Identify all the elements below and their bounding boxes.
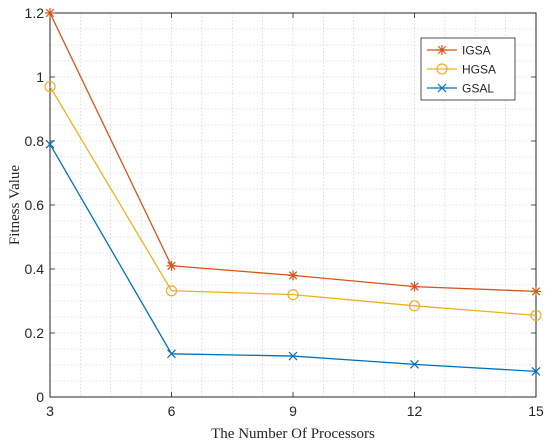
data-point-hgsa — [44, 80, 56, 93]
legend-marker-igsa — [437, 45, 447, 55]
data-point-hgsa — [530, 309, 542, 321]
legend-item-hgsa: HGSA — [427, 63, 496, 77]
x-axis-title: The Number Of Processors — [211, 426, 375, 442]
data-point-gsal — [288, 351, 298, 361]
data-point-hgsa — [165, 285, 178, 297]
y-tick-label: 1.2 — [25, 5, 45, 21]
data-point-igsa — [531, 286, 541, 297]
data-point-hgsa — [408, 300, 421, 312]
legend-marker-hgsa — [436, 63, 448, 75]
x-tick-label: 3 — [46, 403, 54, 419]
data-point-igsa — [166, 260, 177, 271]
legend-item-gsal: GSAL — [427, 82, 494, 96]
data-point-hgsa — [287, 289, 299, 301]
y-tick-label: 0 — [36, 389, 44, 405]
legend-marker-gsal — [437, 83, 447, 93]
y-axis-title: Fitness Value — [7, 165, 23, 245]
data-point-igsa — [409, 281, 420, 292]
data-point-gsal — [45, 139, 55, 149]
data-point-gsal — [167, 349, 176, 359]
y-tick-label: 0.4 — [25, 261, 45, 277]
series-lines — [44, 8, 542, 376]
y-tick-labels: 0 0.2 0.4 0.6 0.8 1 1.2 — [25, 5, 45, 405]
legend-label-hgsa: HGSA — [462, 63, 496, 77]
y-tick-label: 0.2 — [25, 325, 45, 341]
data-point-igsa — [288, 270, 298, 281]
y-tick-label: 1 — [36, 69, 44, 85]
data-point-gsal — [410, 359, 419, 369]
data-point-gsal — [531, 366, 541, 376]
x-tick-label: 12 — [407, 403, 423, 419]
x-tick-label: 9 — [289, 403, 297, 419]
legend-label-igsa: IGSA — [462, 44, 491, 58]
legend: IGSA HGSA GSAL — [420, 37, 516, 101]
y-tick-label: 0.8 — [25, 133, 45, 149]
x-tick-labels: 3 6 9 12 15 — [46, 403, 544, 419]
legend-item-igsa: IGSA — [427, 44, 491, 58]
x-tick-label: 6 — [168, 403, 176, 419]
y-tick-label: 0.6 — [25, 197, 45, 213]
legend-label-gsal: GSAL — [462, 82, 494, 96]
series-line-hgsa — [49, 86, 537, 317]
x-tick-label: 15 — [528, 403, 544, 419]
data-point-igsa — [45, 8, 55, 18]
